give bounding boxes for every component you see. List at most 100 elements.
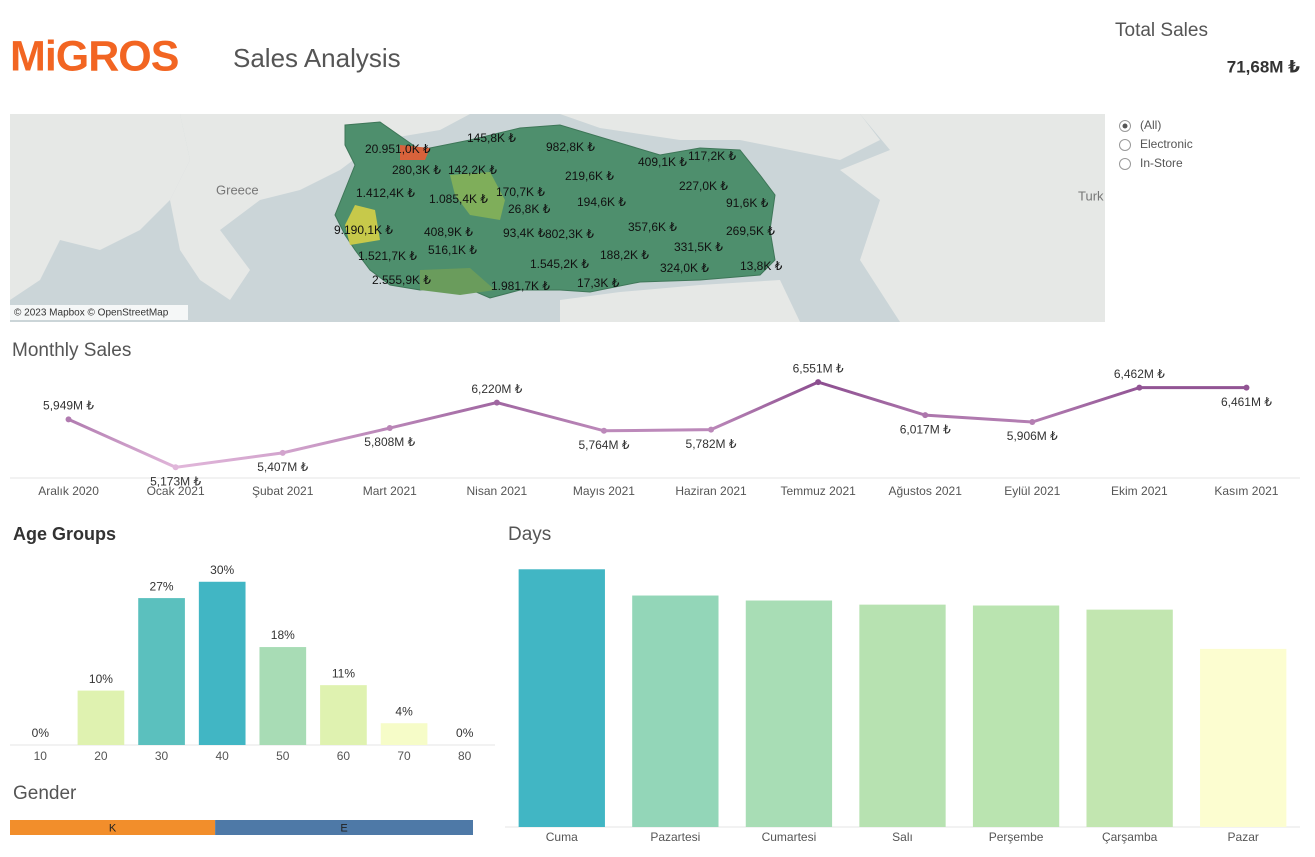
map-label: 2.555,9K ₺ <box>372 273 431 287</box>
x-tick-label: Cumartesi <box>762 830 817 844</box>
filter: (All) Electronic In-Store <box>1119 118 1193 170</box>
map-credit: © 2023 Mapbox © OpenStreetMap <box>14 308 169 319</box>
point <box>708 426 715 433</box>
map-label: 26,8K ₺ <box>508 202 551 216</box>
bar-segment <box>215 820 473 835</box>
land <box>560 114 880 160</box>
radio-label[interactable]: (All) <box>1140 118 1161 132</box>
bar-segment <box>10 820 216 835</box>
x-tick-label: Ekim 2021 <box>1111 484 1168 498</box>
land <box>170 114 470 300</box>
map-label: 13,8K ₺ <box>740 259 783 273</box>
map-label: 324,0K ₺ <box>660 261 709 275</box>
radio-label[interactable]: Electronic <box>1140 137 1193 151</box>
map-label: 145,8K ₺ <box>467 131 516 145</box>
map-label: 1.981,7K ₺ <box>491 279 550 293</box>
x-tick-label: 30 <box>155 749 169 763</box>
point <box>279 449 286 456</box>
value-label: 6,220M ₺ <box>471 382 522 396</box>
point <box>65 416 72 423</box>
place-label: Greece <box>216 182 259 197</box>
value-label: 5,949M ₺ <box>43 399 94 413</box>
radio-option[interactable]: Electronic <box>1119 137 1193 151</box>
x-tick-label: Ağustos 2021 <box>889 484 963 498</box>
point <box>1136 384 1143 391</box>
legend-label: K <box>109 822 117 834</box>
bar <box>77 690 125 745</box>
x-tick-label: Temmuz 2021 <box>780 484 856 498</box>
region <box>450 172 505 220</box>
land <box>560 280 800 322</box>
region <box>420 268 495 295</box>
land <box>840 114 1105 322</box>
radio-option[interactable]: In-Store <box>1119 156 1184 170</box>
map-label: 227,0K ₺ <box>679 179 728 193</box>
map-label: 194,6K ₺ <box>577 195 626 209</box>
point <box>1243 384 1250 391</box>
radio-dot[interactable] <box>1122 123 1128 129</box>
value-label: 0% <box>32 726 50 740</box>
region <box>345 205 380 245</box>
x-tick-label: Eylül 2021 <box>1004 484 1060 498</box>
value-label: 6,461M ₺ <box>1221 395 1272 409</box>
x-tick-label: 60 <box>337 749 351 763</box>
map-label: 982,8K ₺ <box>546 140 595 154</box>
bar <box>972 605 1060 827</box>
bar <box>859 604 946 827</box>
page-title: Sales Analysis <box>233 43 401 73</box>
bar <box>259 647 307 745</box>
region <box>400 145 430 160</box>
point <box>600 427 607 434</box>
bar <box>745 600 833 827</box>
value-label: 5,808M ₺ <box>364 435 415 449</box>
logo: MiGROS <box>10 32 178 80</box>
map-label: 17,3K ₺ <box>577 276 620 290</box>
x-tick-label: Şubat 2021 <box>252 484 314 498</box>
map-labels: 20.951,0K ₺ 145,8K ₺ 982,8K ₺ 409,1K ₺ 117,2… <box>334 131 783 293</box>
bar <box>380 723 428 745</box>
bar <box>198 581 246 745</box>
radio-option[interactable]: (All) <box>1119 118 1162 132</box>
map-label: 93,4K ₺ <box>503 226 546 240</box>
credit-bg <box>10 305 188 320</box>
point <box>922 412 929 419</box>
bar <box>1086 609 1173 827</box>
bar <box>632 595 719 827</box>
value-label: 18% <box>271 628 295 642</box>
radio-label[interactable]: In-Store <box>1140 156 1183 170</box>
value-label: 5,906M ₺ <box>1007 429 1058 443</box>
value-label: 27% <box>150 579 174 593</box>
bar <box>320 685 367 745</box>
line <box>67 380 1247 469</box>
map-label: 280,3K ₺ <box>392 163 441 177</box>
x-tick-label: 10 <box>34 749 48 763</box>
map-label: 802,3K ₺ <box>545 227 594 241</box>
map-label: 408,9K ₺ <box>424 225 473 239</box>
x-tick-label: Kasım 2021 <box>1214 484 1278 498</box>
point <box>172 464 179 471</box>
map-label: 331,5K ₺ <box>674 240 723 254</box>
bar <box>1200 648 1287 827</box>
x-tick-label: 20 <box>94 749 108 763</box>
map-label: 219,6K ₺ <box>565 169 614 183</box>
x-tick-label: Çarşamba <box>1102 830 1158 844</box>
x-tick-label: 80 <box>458 749 472 763</box>
radio[interactable] <box>1119 158 1131 170</box>
x-tick-label: Cuma <box>546 830 578 844</box>
point <box>1029 418 1036 425</box>
x-tick-label: 70 <box>397 749 411 763</box>
value-label: 5,407M ₺ <box>257 460 308 474</box>
chart-title: Days <box>508 524 551 545</box>
map-label: 269,5K ₺ <box>726 224 775 238</box>
map-label: 9.190,1K ₺ <box>334 223 393 237</box>
x-tick-label: 50 <box>276 749 290 763</box>
radio[interactable] <box>1119 139 1131 151</box>
map-label: 1.545,2K ₺ <box>530 257 589 271</box>
map-label: 1.085,4K ₺ <box>429 192 488 206</box>
map-label: 20.951,0K ₺ <box>365 142 431 156</box>
land <box>10 114 190 300</box>
x-tick-label: Pazartesi <box>650 830 700 844</box>
chart-title: Gender <box>13 783 77 804</box>
